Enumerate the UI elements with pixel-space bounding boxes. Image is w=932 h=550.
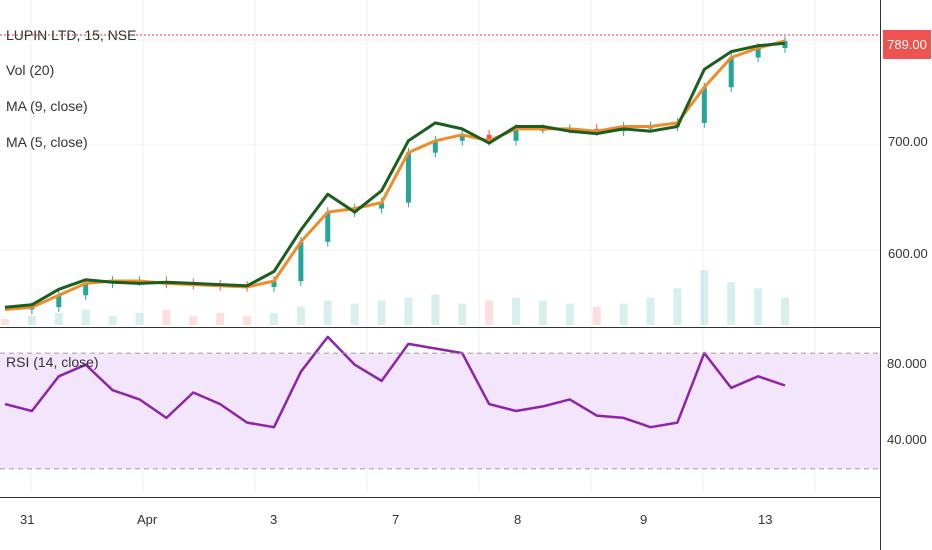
candle: [298, 241, 304, 282]
volume-bar: [565, 303, 574, 325]
volume-bar: [673, 288, 682, 325]
legend-rsi: RSI (14, close): [6, 354, 99, 370]
volume-bar: [458, 303, 467, 325]
volume-bar: [81, 309, 90, 325]
volume-bar: [296, 306, 305, 325]
volume-bar: [243, 315, 252, 325]
volume-bar: [431, 294, 440, 325]
volume-bar: [485, 300, 494, 325]
volume-bar: [135, 312, 144, 325]
volume-bar: [54, 312, 63, 325]
volume-bars: [1, 270, 789, 325]
rsi-band: [0, 353, 880, 469]
x-tick-label: 13: [758, 512, 773, 527]
candle: [513, 128, 519, 141]
x-tick-label: Apr: [137, 512, 158, 527]
candle: [56, 295, 62, 308]
candle: [486, 134, 492, 141]
x-tick-label: 7: [392, 512, 400, 527]
candle: [459, 134, 465, 141]
candle: [379, 202, 385, 209]
candle: [728, 57, 734, 88]
volume-bar: [700, 270, 709, 325]
candle: [271, 281, 277, 287]
last-price-tag: 789.00: [883, 30, 931, 59]
volume-bar: [1, 318, 9, 325]
candle: [755, 48, 761, 58]
volume-bar: [269, 312, 278, 325]
volume-bar: [404, 297, 413, 325]
volume-bar: [781, 297, 789, 325]
volume-bar: [727, 282, 736, 325]
volume-bar: [108, 315, 117, 325]
volume-bar: [592, 306, 601, 325]
x-tick-label: 8: [514, 512, 522, 527]
volume-bar: [323, 300, 332, 325]
ma-lines: [4, 39, 786, 311]
y-tick-label: 600.00: [888, 246, 928, 261]
x-tick-label: 31: [20, 512, 35, 527]
x-tick-label: 9: [640, 512, 648, 527]
volume-bar: [538, 300, 547, 325]
grid: [0, 0, 880, 492]
rsi-line: [4, 335, 786, 429]
volume-bar: [216, 312, 225, 325]
panel-dividers: [0, 0, 881, 550]
rsi-line: [4, 335, 786, 429]
volume-bar: [27, 315, 36, 325]
volume-bar: [619, 303, 628, 325]
legend-symbol: LUPIN LTD, 15, NSE: [6, 27, 137, 43]
ma9-line: [4, 41, 786, 309]
candle: [325, 212, 331, 242]
candle: [432, 140, 438, 153]
legend-vol: Vol (20): [6, 62, 55, 78]
rsi-tick-label: 80.000: [887, 356, 927, 371]
candle: [83, 283, 89, 296]
volume-bar: [754, 288, 763, 325]
candle: [405, 152, 411, 203]
volume-bar: [350, 303, 359, 325]
volume-bar: [162, 309, 171, 325]
y-tick-label: 700.00: [888, 134, 928, 149]
legend-ma9: MA (9, close): [6, 98, 88, 114]
x-tick-label: 3: [270, 512, 278, 527]
ma5-line: [4, 39, 786, 311]
rsi-tick-label: 40.000: [887, 432, 927, 447]
volume-bar: [646, 297, 655, 325]
volume-bar: [189, 315, 198, 325]
legend-ma5: MA (5, close): [6, 134, 88, 150]
volume-bar: [512, 297, 521, 325]
candle: [701, 87, 707, 123]
volume-bar: [377, 300, 386, 325]
